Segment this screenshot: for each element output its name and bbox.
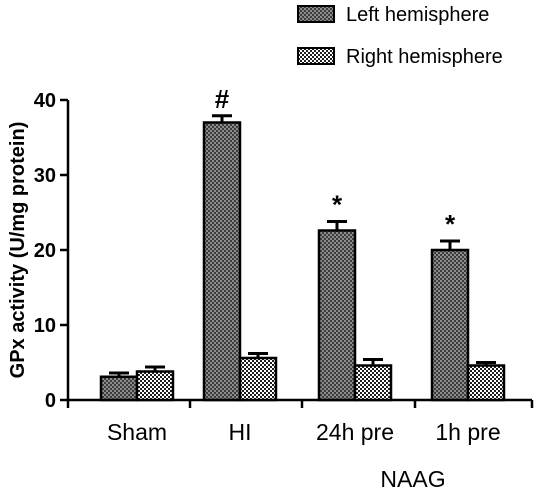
y-tick-label: 20 — [34, 240, 56, 262]
bar-right-1h-pre — [466, 364, 506, 402]
y-axis-label: GPx activity (U/mg protein) — [7, 122, 29, 379]
x-category-label-hi: HI — [229, 419, 252, 445]
legend-swatch-left — [297, 5, 335, 23]
legend: Left hemisphere Right hemisphere — [297, 4, 503, 68]
bar-right-sham — [135, 370, 175, 402]
x-category-label-1h-pre: 1h pre — [435, 419, 500, 445]
bar-left-sham — [99, 375, 139, 402]
bar-left-1h-pre — [430, 248, 470, 402]
x-category-label-sham: Sham — [107, 419, 167, 445]
significance-marker: * — [332, 190, 343, 220]
significance-marker: # — [215, 84, 230, 114]
bar-right-hi — [238, 356, 278, 402]
y-tick-label: 30 — [34, 165, 56, 187]
legend-label-left: Left hemisphere — [346, 4, 489, 26]
bars — [99, 114, 506, 402]
legend-label-right: Right hemisphere — [346, 46, 503, 68]
legend-swatch-right — [297, 47, 335, 65]
y-tick-label: 0 — [45, 390, 56, 412]
bar-right-24h-pre — [353, 364, 393, 402]
labels: 0 10 20 30 40 Sham # HI * 24h pre * 1h pre — [34, 84, 501, 445]
group-label-naag: NAAG — [380, 466, 445, 492]
bar-left-hi — [202, 121, 242, 402]
y-tick-label: 40 — [34, 90, 56, 112]
significance-marker: * — [445, 209, 456, 239]
y-tick-label: 10 — [34, 315, 56, 337]
bar-left-24h-pre — [317, 229, 357, 402]
x-category-label-24h-pre: 24h pre — [316, 419, 394, 445]
